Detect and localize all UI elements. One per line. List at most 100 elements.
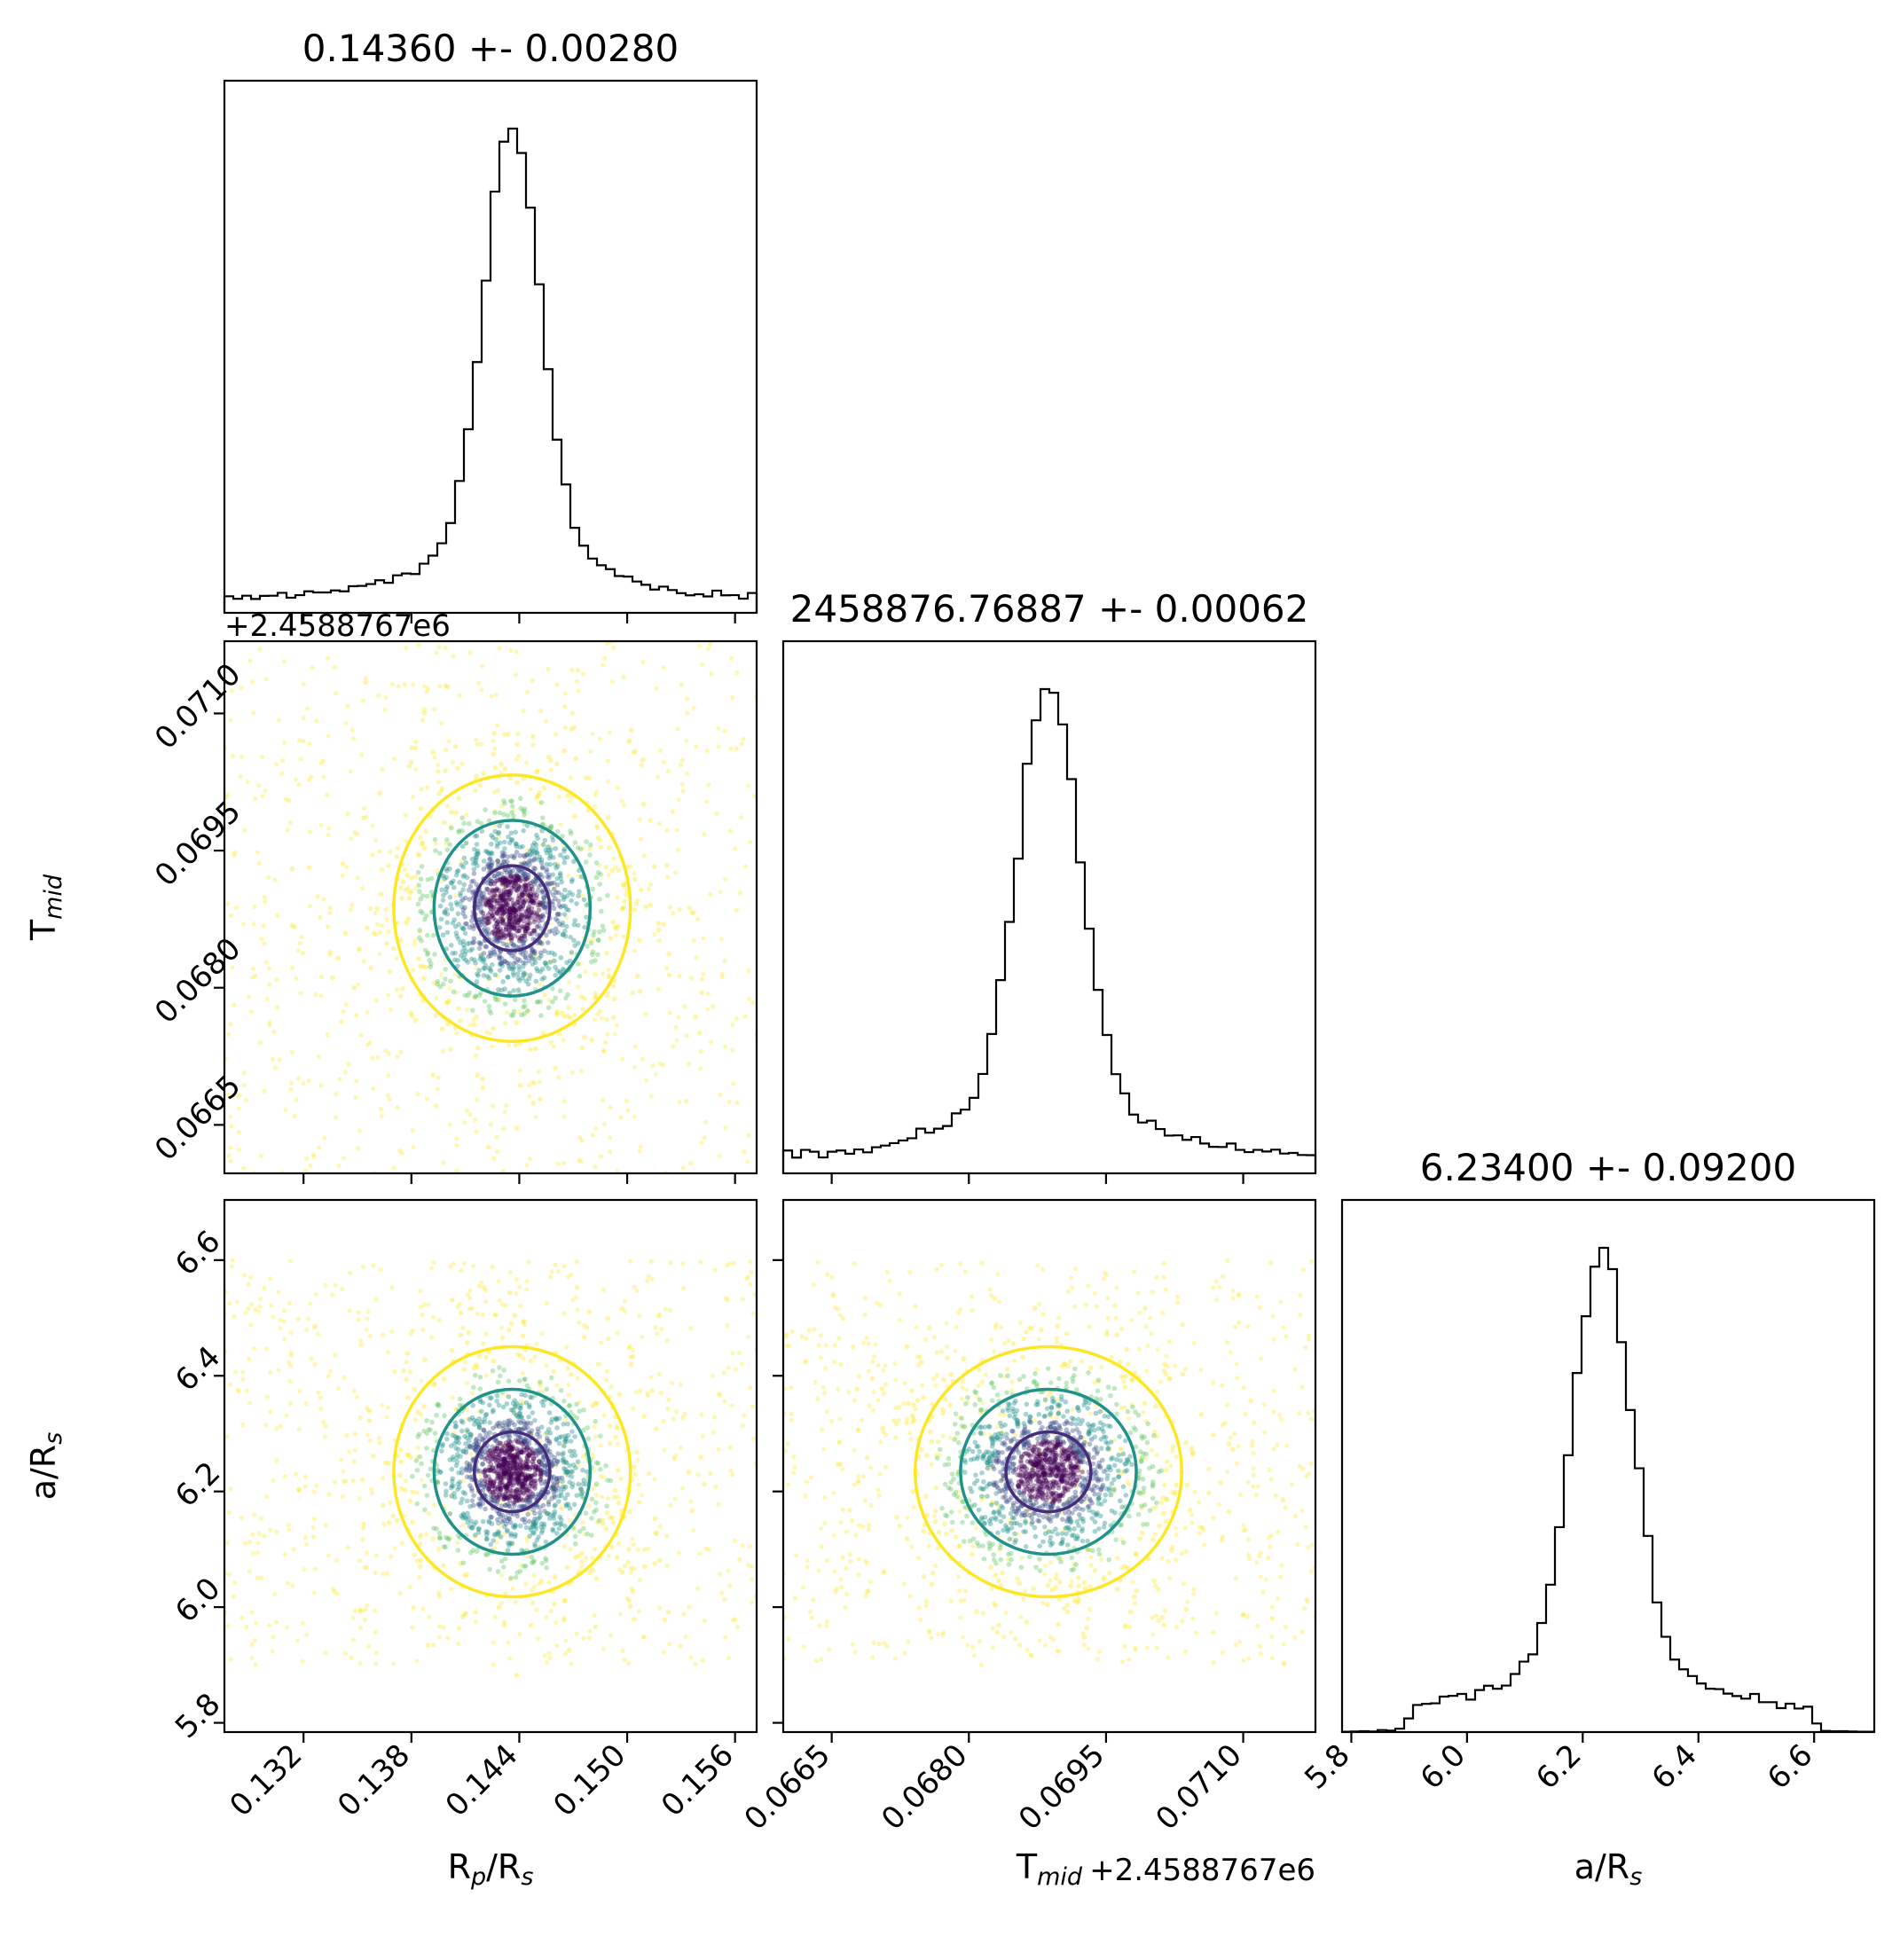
scatter-point bbox=[1281, 1325, 1286, 1330]
scatter-point bbox=[476, 1283, 483, 1289]
scatter-point bbox=[351, 1388, 357, 1394]
scatter-point bbox=[477, 1501, 483, 1507]
scatter-point bbox=[451, 917, 458, 922]
scatter-point bbox=[539, 865, 546, 870]
scatter-point bbox=[441, 1625, 446, 1630]
scatter-point bbox=[522, 877, 529, 882]
scatter-point bbox=[490, 1497, 496, 1503]
scatter-point bbox=[459, 1470, 465, 1476]
scatter-point bbox=[470, 878, 476, 884]
scatter-point bbox=[481, 890, 487, 896]
scatter-point bbox=[530, 900, 537, 906]
scatter-point bbox=[585, 1531, 591, 1537]
scatter-point bbox=[274, 1458, 279, 1463]
scatter-point bbox=[1306, 1410, 1311, 1415]
scatter-point bbox=[521, 1004, 526, 1010]
scatter-point bbox=[832, 1343, 837, 1348]
scatter-point bbox=[700, 1658, 705, 1663]
scatter-point bbox=[569, 1481, 576, 1487]
scatter-point bbox=[551, 1368, 556, 1375]
scatter-point bbox=[506, 879, 512, 885]
scatter-point bbox=[480, 1076, 485, 1082]
scatter-point bbox=[1166, 1339, 1172, 1345]
scatter-point bbox=[488, 878, 494, 884]
scatter-point bbox=[459, 1515, 466, 1521]
scatter-point bbox=[745, 783, 751, 788]
scatter-point bbox=[1197, 1531, 1202, 1536]
scatter-point bbox=[515, 1479, 521, 1485]
scatter-point bbox=[506, 990, 513, 996]
scatter-point bbox=[513, 841, 519, 847]
scatter-point bbox=[543, 901, 548, 907]
scatter-point bbox=[345, 703, 350, 709]
scatter-point bbox=[453, 1407, 459, 1412]
scatter-point bbox=[550, 1478, 556, 1484]
scatter-point bbox=[512, 1476, 518, 1482]
scatter-point bbox=[508, 915, 514, 921]
scatter-point bbox=[476, 992, 483, 999]
scatter-point bbox=[838, 1585, 844, 1590]
scatter-point bbox=[515, 1494, 522, 1499]
scatter-point bbox=[510, 1453, 516, 1459]
scatter-point bbox=[499, 904, 506, 909]
scatter-point bbox=[783, 1332, 789, 1337]
scatter-point bbox=[590, 1555, 595, 1561]
scatter-point bbox=[523, 1399, 530, 1406]
scatter-point bbox=[501, 1496, 506, 1501]
scatter-point bbox=[517, 1303, 523, 1309]
scatter-point bbox=[532, 1521, 538, 1527]
scatter-point bbox=[470, 1402, 475, 1408]
scatter-point bbox=[479, 1454, 484, 1460]
scatter-point bbox=[560, 1506, 565, 1512]
scatter-point bbox=[579, 1069, 585, 1074]
scatter-point bbox=[618, 1115, 624, 1120]
scatter-point bbox=[586, 1628, 593, 1635]
scatter-point bbox=[252, 796, 258, 802]
scatter-point bbox=[477, 1432, 483, 1439]
scatter-point bbox=[520, 1370, 525, 1376]
scatter-point bbox=[287, 1258, 293, 1264]
scatter-point bbox=[517, 906, 522, 911]
scatter-point bbox=[358, 1608, 365, 1613]
scatter-point bbox=[492, 917, 499, 923]
scatter-point bbox=[542, 948, 547, 954]
scatter-point bbox=[563, 1439, 569, 1445]
scatter-point bbox=[512, 1494, 517, 1501]
scatter-point bbox=[485, 880, 491, 886]
scatter-point bbox=[352, 1447, 358, 1453]
scatter-point bbox=[272, 877, 278, 882]
scatter-point bbox=[436, 1534, 443, 1541]
scatter-point bbox=[745, 1159, 750, 1164]
scatter-point bbox=[1175, 1294, 1181, 1300]
scatter-point bbox=[488, 1479, 494, 1486]
scatter-point bbox=[500, 1482, 506, 1488]
scatter-point bbox=[495, 1421, 500, 1426]
scatter-point bbox=[494, 1446, 500, 1451]
scatter-point bbox=[499, 910, 505, 916]
scatter-point bbox=[451, 654, 456, 659]
scatter-point bbox=[557, 988, 563, 993]
scatter-point bbox=[224, 1540, 230, 1545]
scatter-point bbox=[708, 1470, 713, 1476]
scatter-point bbox=[232, 1369, 238, 1375]
scatter-point bbox=[490, 1490, 496, 1495]
scatter-point bbox=[500, 1169, 506, 1173]
scatter-point bbox=[395, 1054, 400, 1059]
scatter-point bbox=[590, 1133, 595, 1138]
scatter-point bbox=[502, 1524, 507, 1530]
scatter-point bbox=[488, 1514, 493, 1520]
scatter-point bbox=[473, 858, 479, 864]
histogram-step-ars bbox=[1340, 1246, 1876, 1733]
scatter-point bbox=[492, 923, 498, 929]
scatter-point bbox=[718, 1093, 723, 1098]
scatter-point bbox=[361, 815, 366, 821]
scatter-point bbox=[440, 932, 446, 938]
scatter-point bbox=[496, 906, 501, 913]
scatter-point bbox=[492, 1531, 499, 1537]
scatter-point bbox=[499, 1479, 505, 1486]
scatter-point bbox=[552, 1482, 557, 1487]
scatter-point bbox=[448, 902, 454, 907]
scatter-point bbox=[385, 1093, 390, 1098]
scatter-point bbox=[478, 990, 483, 996]
scatter-point bbox=[698, 1066, 703, 1071]
